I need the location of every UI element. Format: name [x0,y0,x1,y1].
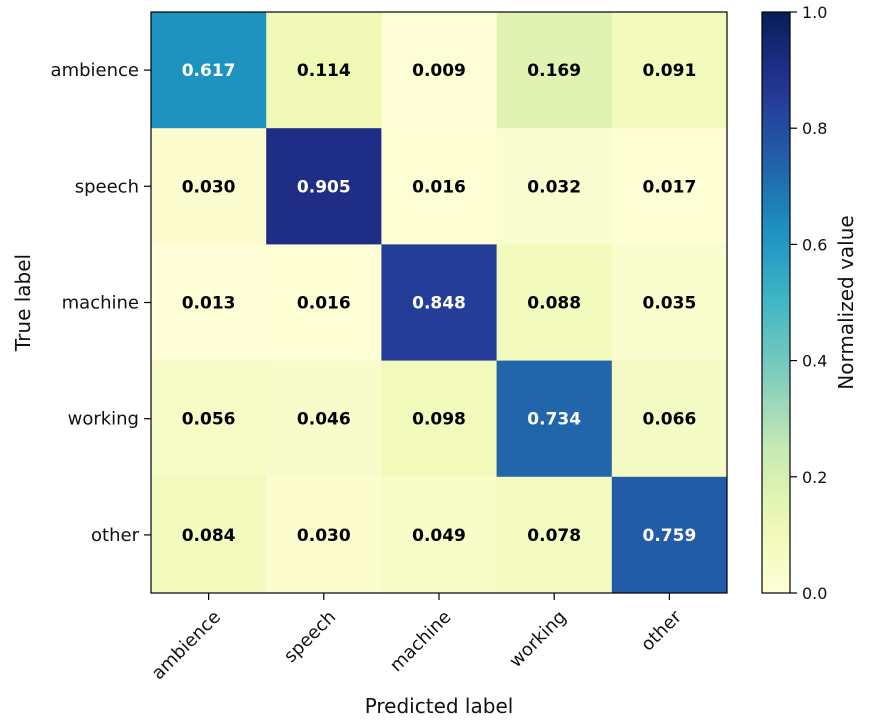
cell-value-label: 0.009 [412,61,466,81]
cell-machine-ambience [151,244,267,362]
cell-value-label: 0.084 [182,526,236,546]
cell-value-label: 0.046 [297,410,351,430]
cell-speech-ambience [151,128,267,245]
cell-value-label: 0.030 [297,526,351,546]
cell-value-label: 0.049 [412,526,466,546]
cell-ambience-machine [381,12,498,129]
y-tick-label-machine: machine [62,293,139,314]
cell-value-label: 0.848 [412,294,466,314]
cell-ambience-working [496,12,613,129]
cell-value-label: 0.091 [643,61,697,81]
heatmap-cells [151,12,728,594]
cell-working-machine [381,360,498,478]
cell-working-speech [266,360,382,478]
cell-value-label: 0.032 [527,177,581,197]
y-tick-label-working: working [68,409,139,430]
cell-other-working [496,476,613,594]
cell-speech-machine [381,128,498,245]
y-axis-ticks: ambience speech machine working other [51,60,151,546]
cell-other-ambience [151,476,267,594]
cell-value-label: 0.617 [182,61,236,81]
cell-value-label: 0.759 [643,526,697,546]
cell-ambience-ambience [151,12,267,129]
colorbar-ticks: 0.0 0.2 0.4 0.6 0.8 1.0 [790,3,827,603]
colorbar [761,11,791,594]
cell-machine-speech [266,244,382,362]
x-axis-ticks: ambience speech machine working other [148,593,686,684]
cell-value-label: 0.734 [527,410,581,430]
cell-value-label: 0.030 [182,177,236,197]
cell-machine-machine [381,244,498,362]
cell-ambience-other [611,12,728,129]
cell-value-label: 0.078 [527,526,581,546]
cell-value-label: 0.169 [527,61,581,81]
cell-other-machine [381,476,498,594]
cell-value-label: 0.013 [182,294,236,314]
y-tick-label-other: other [91,525,140,546]
x-tick-label-other: other [637,606,686,655]
colorbar-tick-label: 0.8 [802,119,827,138]
y-tick-label-ambience: ambience [51,60,139,81]
x-tick-label-speech: speech [280,607,340,667]
cell-value-label: 0.016 [297,294,351,314]
cell-value-label: 0.088 [527,294,581,314]
x-tick-label-ambience: ambience [148,607,225,684]
cell-machine-other [611,244,728,362]
colorbar-tick-label: 0.6 [802,235,827,254]
cell-speech-working [496,128,613,245]
cell-value-label: 0.016 [412,177,466,197]
y-tick-label-speech: speech [75,176,139,197]
cell-value-label: 0.035 [643,294,697,314]
cell-working-ambience [151,360,267,478]
x-axis-title: Predicted label [365,694,514,718]
cell-working-other [611,360,728,478]
y-axis-title: True label [11,254,35,352]
colorbar-title: Normalized value [834,215,858,389]
cell-speech-speech [266,128,382,245]
cell-value-label: 0.056 [182,410,236,430]
cell-value-label: 0.905 [297,177,351,197]
cell-working-working [496,360,613,478]
colorbar-tick-label: 0.2 [802,468,827,487]
cell-other-other [611,476,728,594]
cell-value-label: 0.114 [297,61,351,81]
colorbar-tick-label: 0.0 [802,584,827,603]
cell-other-speech [266,476,382,594]
cell-ambience-speech [266,12,382,129]
x-tick-label-machine: machine [386,607,456,677]
colorbar-tick-label: 0.4 [802,352,827,371]
cell-speech-other [611,128,728,245]
colorbar-tick-label: 1.0 [802,3,827,22]
cell-value-label: 0.098 [412,410,466,430]
cell-machine-working [496,244,613,362]
cell-value-label: 0.066 [643,410,697,430]
x-tick-label-working: working [505,607,570,672]
cell-value-label: 0.017 [643,177,697,197]
cell-value-labels: 0.617 0.114 0.009 0.169 0.091 0.030 0.905 0.016… [182,61,697,546]
